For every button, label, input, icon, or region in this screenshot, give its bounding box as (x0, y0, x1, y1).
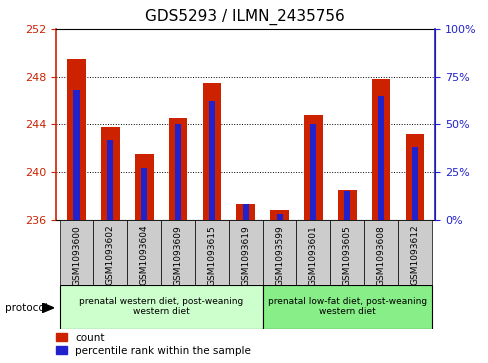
Bar (228, 220, 262, 285)
Text: prenatal western diet, post-weaning
western diet: prenatal western diet, post-weaning west… (79, 297, 243, 317)
Text: GSM1093612: GSM1093612 (409, 225, 419, 285)
Bar (397, 220, 431, 285)
Bar (337, 190, 356, 220)
Bar (296, 220, 329, 285)
Text: protocol: protocol (5, 303, 47, 313)
Text: GDS5293 / ILMN_2435756: GDS5293 / ILMN_2435756 (144, 9, 344, 25)
Bar (107, 139, 113, 220)
Bar (304, 115, 322, 220)
Bar (161, 220, 195, 285)
Bar (364, 220, 397, 285)
Text: GSM1093608: GSM1093608 (376, 225, 385, 286)
Text: GSM1093605: GSM1093605 (342, 225, 351, 286)
Bar (377, 96, 384, 220)
Bar (262, 285, 431, 329)
Legend: count, percentile rank within the sample: count, percentile rank within the sample (54, 330, 252, 358)
Bar (73, 90, 80, 220)
Bar (329, 220, 364, 285)
Bar (344, 191, 349, 220)
Text: GSM1093604: GSM1093604 (140, 225, 148, 285)
Bar (101, 127, 120, 220)
Bar (236, 204, 255, 220)
Text: GSM1093609: GSM1093609 (173, 225, 182, 286)
Bar (208, 101, 215, 220)
Polygon shape (41, 303, 54, 313)
Bar (202, 83, 221, 220)
Text: GSM1093599: GSM1093599 (274, 225, 284, 286)
Bar (270, 210, 288, 220)
Bar (60, 285, 262, 329)
Bar (310, 124, 316, 220)
Bar (60, 220, 93, 285)
Bar (168, 118, 187, 220)
Bar (175, 124, 181, 220)
Bar (276, 214, 282, 220)
Text: prenatal low-fat diet, post-weaning
western diet: prenatal low-fat diet, post-weaning west… (267, 297, 426, 317)
Bar (262, 220, 296, 285)
Bar (127, 220, 161, 285)
Bar (371, 79, 389, 220)
Bar (195, 220, 228, 285)
Text: GSM1093600: GSM1093600 (72, 225, 81, 286)
Bar (67, 59, 86, 220)
Bar (405, 134, 424, 220)
Text: GSM1093601: GSM1093601 (308, 225, 317, 286)
Bar (411, 147, 417, 220)
Bar (141, 168, 147, 220)
Text: GSM1093619: GSM1093619 (241, 225, 250, 286)
Bar (135, 154, 153, 220)
Bar (93, 220, 127, 285)
Text: GSM1093615: GSM1093615 (207, 225, 216, 286)
Bar (242, 204, 248, 220)
Text: GSM1093602: GSM1093602 (106, 225, 115, 285)
